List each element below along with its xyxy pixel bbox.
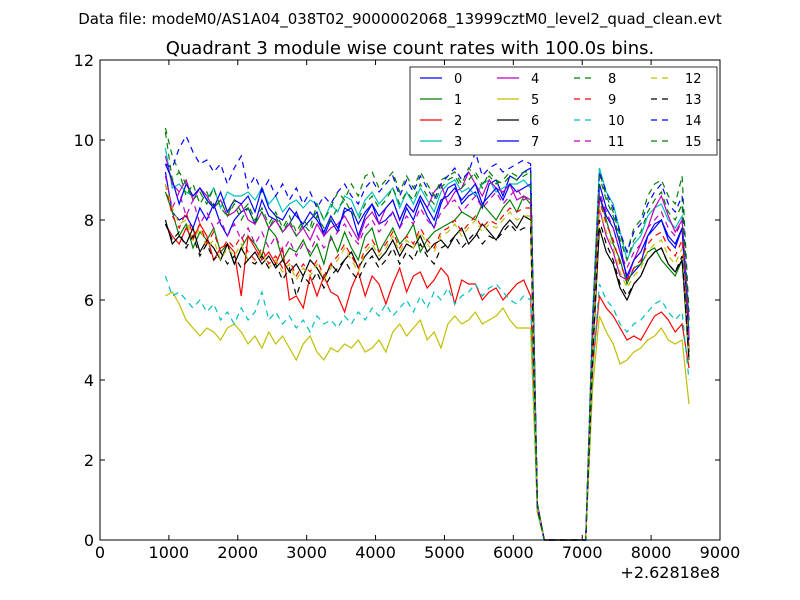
series-line-2	[164, 222, 690, 541]
legend-box	[409, 66, 718, 156]
legend-label-8: 8	[608, 72, 616, 87]
x-offset-label: +2.62818e8	[620, 563, 720, 582]
x-tick-label: 6000	[493, 543, 534, 562]
x-tick-label: 4000	[355, 543, 396, 562]
legend-label-13: 13	[685, 93, 702, 108]
legend-label-14: 14	[685, 114, 702, 129]
series-line-4	[164, 155, 690, 541]
y-tick-label: 10	[74, 131, 94, 150]
series-line-10	[164, 275, 690, 541]
series-line-11	[164, 175, 690, 541]
chart-title: Quadrant 3 module wise count rates with …	[166, 38, 655, 59]
x-tick-label: 5000	[424, 543, 465, 562]
x-tick-label: 7000	[562, 543, 603, 562]
series-line-13	[164, 219, 690, 541]
legend-label-5: 5	[531, 93, 539, 108]
y-tick-label: 12	[74, 51, 94, 70]
legend-label-11: 11	[608, 135, 625, 150]
legend-label-9: 9	[608, 93, 616, 108]
y-tick-label: 6	[84, 291, 94, 310]
y-tick-label: 0	[84, 531, 94, 550]
series-line-5	[165, 291, 690, 541]
legend-label-7: 7	[531, 135, 539, 150]
series-line-14	[165, 134, 690, 541]
series-line-12	[164, 183, 690, 541]
x-tick-label: 8000	[631, 543, 672, 562]
series-line-9	[164, 183, 690, 541]
x-tick-label: 1000	[149, 543, 190, 562]
series-line-15	[164, 131, 690, 541]
legend-label-15: 15	[685, 135, 702, 150]
legend-label-6: 6	[531, 114, 539, 129]
series-line-8	[164, 127, 690, 541]
x-tick-label: 3000	[286, 543, 327, 562]
series-layer	[164, 127, 690, 541]
y-tick-label: 8	[84, 211, 94, 230]
legend-label-4: 4	[531, 72, 539, 87]
legend-label-12: 12	[685, 72, 702, 87]
axes-layer: 0 1000 2000 3000 4000 5000 6000 7000 8000 9000 0 2 4…	[74, 51, 741, 562]
legend-label-3: 3	[454, 135, 462, 150]
x-tick-label: 2000	[217, 543, 258, 562]
legend-label-1: 1	[454, 93, 462, 108]
legend-label-0: 0	[454, 72, 462, 87]
x-tick-label: 9000	[700, 543, 741, 562]
legend-label-2: 2	[454, 114, 462, 129]
y-tick-label: 2	[84, 451, 94, 470]
series-line-7	[164, 163, 690, 541]
x-tick-label: 0	[95, 543, 105, 562]
legend-label-10: 10	[608, 114, 625, 129]
y-tick-label: 4	[84, 371, 94, 390]
series-line-6	[164, 215, 690, 541]
series-line-3	[164, 147, 690, 541]
figure-suptitle: Data file: modeM0/AS1A04_038T02_90000020…	[78, 10, 722, 29]
